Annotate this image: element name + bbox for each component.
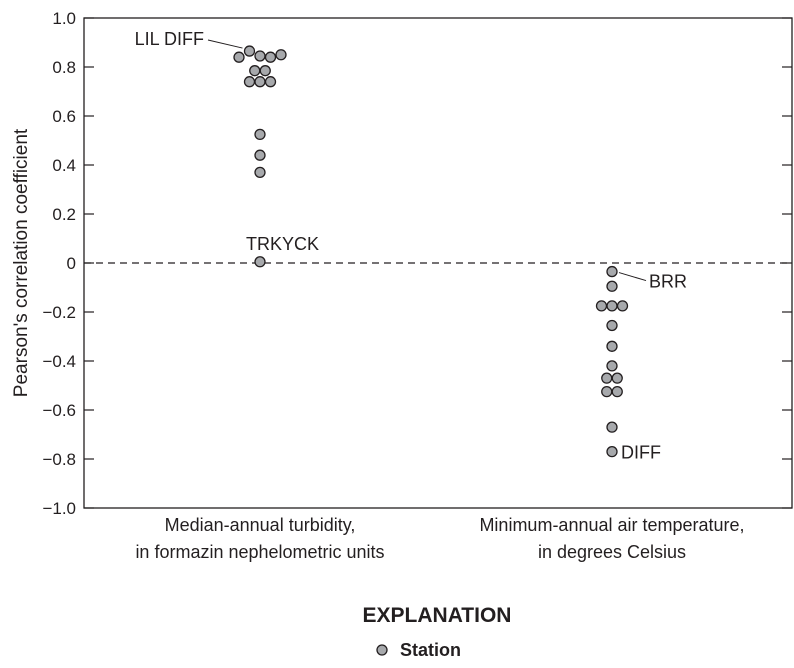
station-point (606, 319, 618, 332)
legend-title: EXPLANATION (363, 604, 512, 627)
station-point (611, 372, 623, 384)
station-point (601, 385, 613, 398)
legend-station-marker (376, 644, 388, 656)
station-point (606, 280, 618, 292)
leader-line-brr (618, 272, 647, 282)
y-tick-label: −1.0 (42, 499, 76, 518)
station-point (606, 421, 618, 433)
y-tick-label: −0.8 (42, 450, 76, 469)
station-point (254, 50, 266, 62)
station-point (611, 385, 623, 398)
station-point (254, 76, 266, 88)
annotation-lil-diff: LIL DIFF (135, 29, 204, 49)
category-label-turbidity-line1: Median-annual turbidity, (165, 515, 356, 535)
station-point (249, 65, 261, 77)
y-tick-label: 0.4 (52, 156, 76, 175)
y-tick-label: −0.4 (42, 352, 76, 371)
station-point (254, 256, 266, 268)
station-point (606, 300, 618, 312)
annotation-trkyck: TRKYCK (246, 234, 319, 254)
station-point (264, 51, 277, 63)
category-label-turbidity-line2: in formazin nephelometric units (135, 542, 384, 562)
legend: EXPLANATION Station (363, 604, 512, 660)
y-tick-label: 0 (67, 254, 76, 273)
station-point (616, 300, 629, 312)
y-tick-label: 0.6 (52, 107, 76, 126)
y-axis-label: Pearson's correlation coefficient (11, 128, 32, 397)
data-points (233, 45, 629, 458)
y-tick-label: 0.2 (52, 205, 76, 224)
station-point (601, 372, 613, 384)
y-tick-label: 0.8 (52, 58, 76, 77)
leader-line-lil-diff (207, 39, 243, 49)
station-point (606, 265, 618, 278)
y-axis-tick-labels: 1.0 0.8 0.6 0.4 0.2 0 −0.2 −0.4 −0.6 −0.8 −1.0 (42, 9, 76, 518)
station-point (243, 45, 256, 57)
legend-station-label: Station (400, 640, 461, 660)
station-point (254, 128, 266, 141)
station-point (254, 149, 266, 161)
y-tick-label: −0.6 (42, 401, 76, 420)
y-tick-label: −0.2 (42, 303, 76, 322)
category-label-air-temperature-line2: in degrees Celsius (538, 542, 686, 562)
point-annotations: LIL DIFF TRKYCK BRR DIFF (135, 29, 687, 463)
station-point (259, 65, 271, 77)
station-point (254, 166, 266, 179)
station-point (606, 360, 618, 372)
station-point (606, 340, 618, 352)
station-point (595, 300, 608, 312)
station-point (606, 445, 618, 458)
category-label-air-temperature-line1: Minimum-annual air temperature, (479, 515, 744, 535)
station-point (275, 49, 287, 61)
station-point (264, 76, 277, 88)
annotation-brr: BRR (649, 272, 687, 292)
station-point (243, 76, 256, 88)
station-point (233, 51, 245, 63)
annotation-diff: DIFF (621, 443, 661, 463)
y-tick-label: 1.0 (52, 9, 76, 28)
